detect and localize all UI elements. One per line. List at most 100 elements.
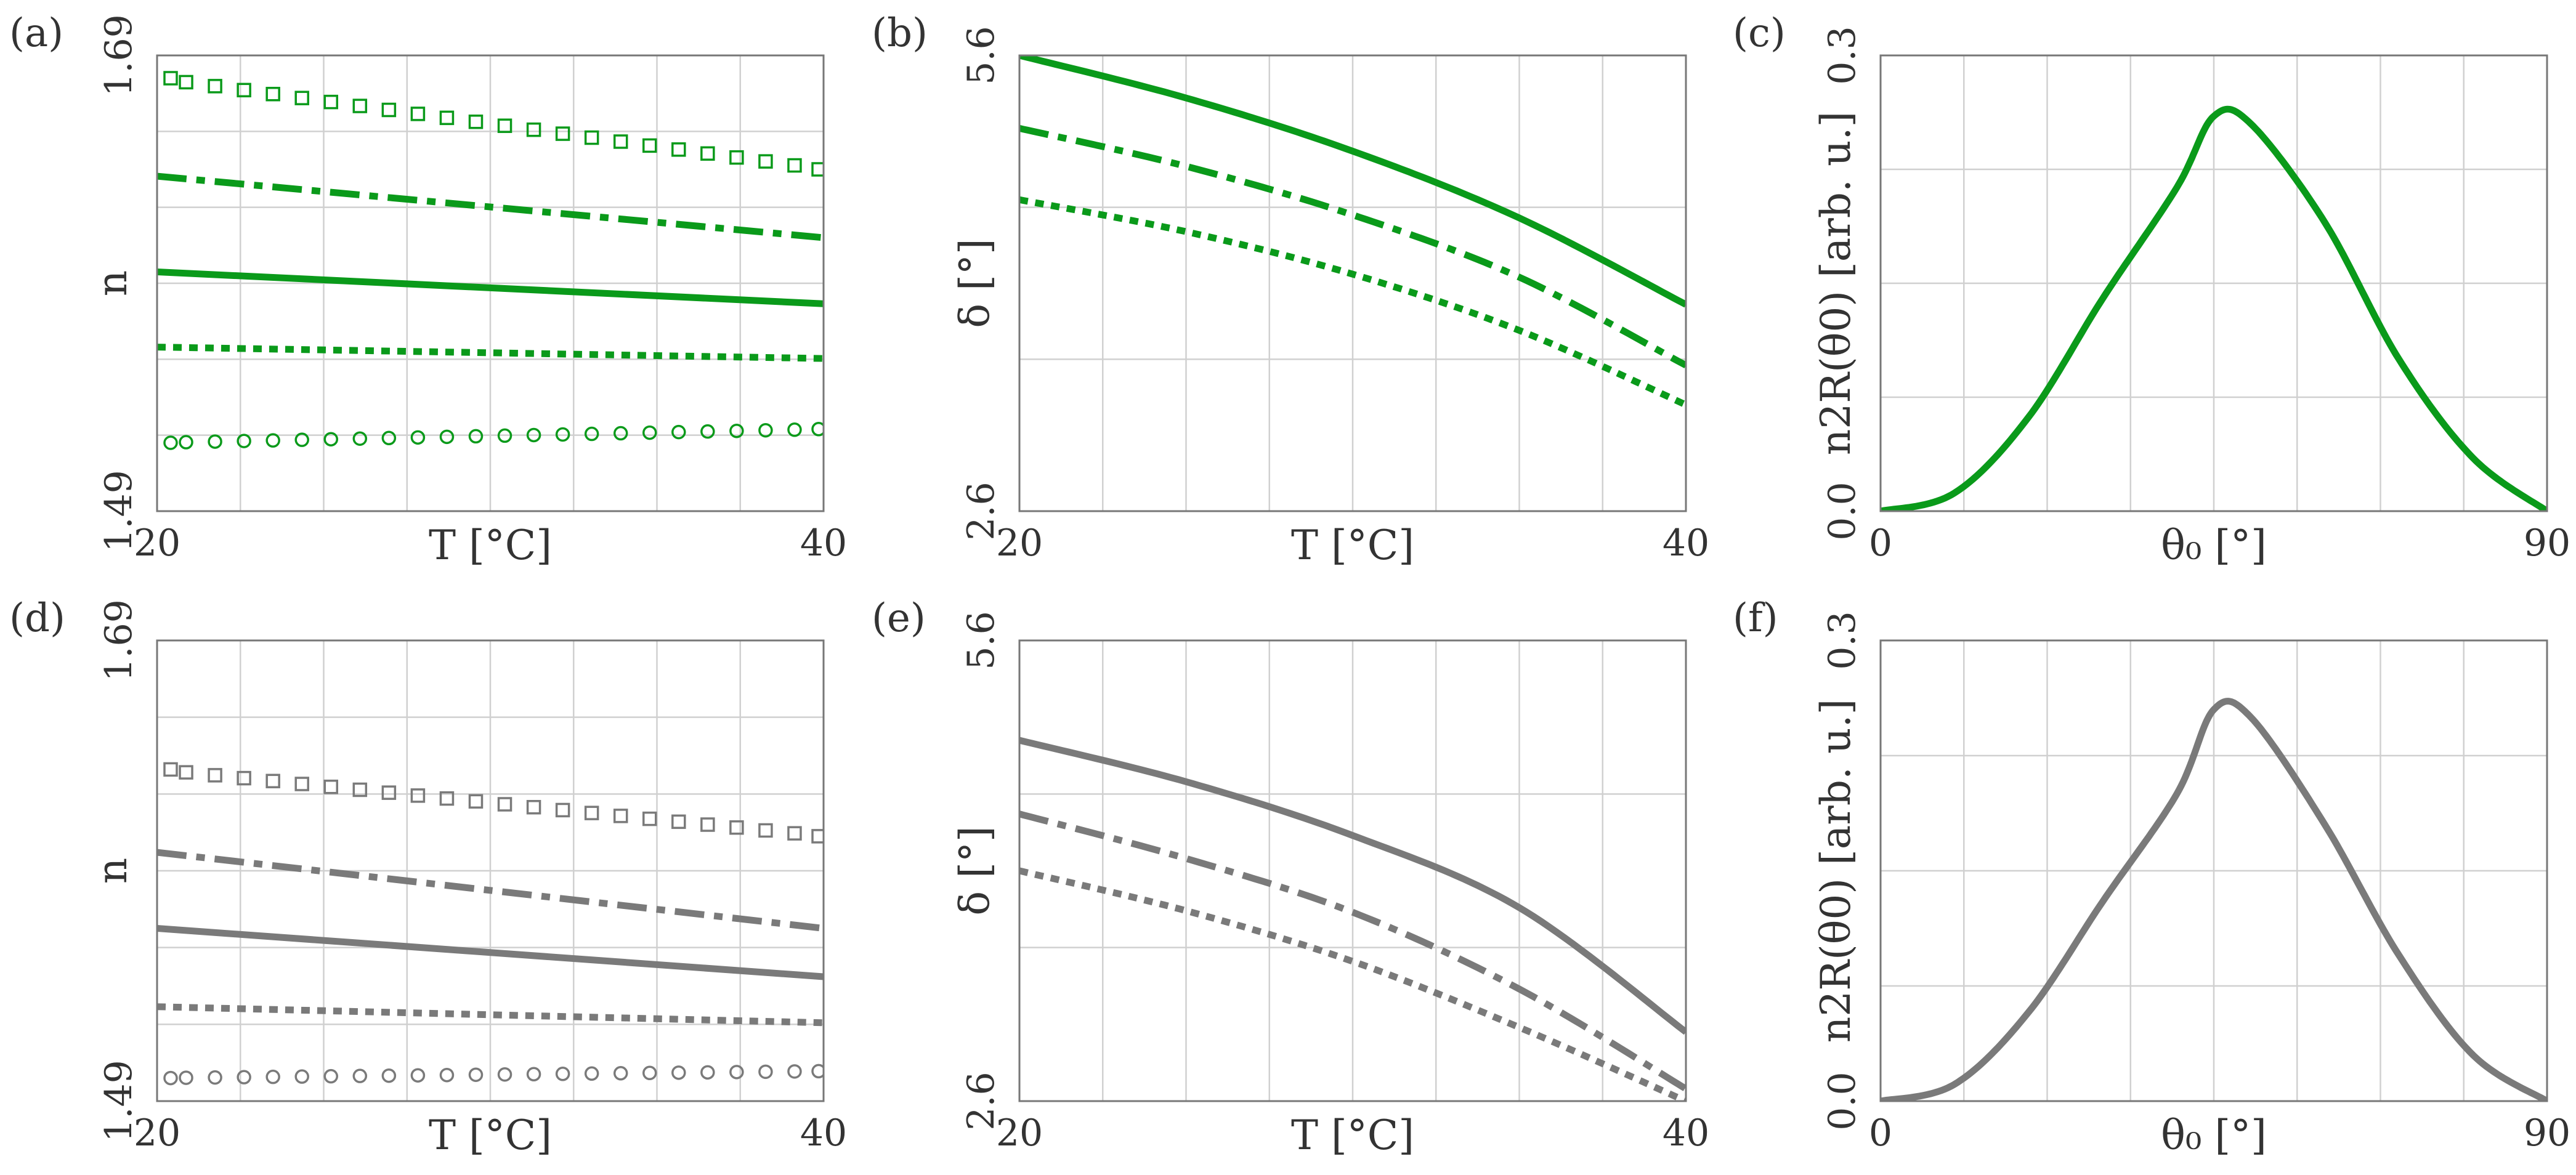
square-marker [410, 788, 426, 803]
square-marker [729, 150, 744, 165]
y-tick-label: 0.0 [1821, 1072, 1864, 1130]
circle-marker [352, 431, 368, 446]
square-marker [613, 809, 628, 823]
x-axis-label: θ₀ [°] [2161, 1112, 2267, 1159]
square-marker [555, 802, 570, 818]
series-line-solid [1881, 698, 2547, 1101]
square-marker [381, 102, 397, 118]
x-axis-label: T [°C] [429, 522, 552, 569]
y-tick-label: 1.49 [97, 470, 140, 552]
chart-panel-a: (a) 20 40 1.49 1.69 T [°C] n [9, 10, 847, 569]
series-line-dash-dot [157, 172, 824, 241]
x-tick-label: 20 [996, 1112, 1043, 1155]
square-marker [163, 71, 178, 86]
x-tick-label: 20 [996, 522, 1043, 565]
y-tick-label: 2.6 [960, 1072, 1003, 1130]
series-square-markers [163, 71, 824, 177]
circle-marker [671, 424, 686, 440]
y-tick-label: 1.49 [97, 1060, 140, 1142]
chart-panel-b: (b) 20 40 2.6 5.6 T [°C] δ [°] [872, 10, 1709, 569]
square-marker [163, 762, 178, 777]
panel-label: (d) [9, 596, 65, 641]
circle-marker [787, 1064, 802, 1079]
circle-marker [381, 1068, 397, 1083]
x-tick-label: 40 [800, 1112, 847, 1155]
square-marker [468, 794, 484, 809]
circle-marker [555, 427, 570, 442]
panel-label: (b) [872, 10, 928, 56]
panel-label: (a) [9, 10, 63, 56]
square-marker [526, 799, 541, 815]
x-tick-label: 0 [1869, 522, 1892, 565]
square-marker [208, 79, 222, 94]
circle-marker [163, 1070, 178, 1086]
y-tick-label: 1.69 [97, 599, 140, 682]
square-marker [671, 814, 686, 830]
square-marker [811, 162, 824, 177]
x-axis-label: θ₀ [°] [2161, 522, 2267, 569]
square-marker [439, 791, 455, 806]
square-marker [352, 99, 368, 113]
circle-marker [237, 434, 251, 448]
circle-marker [758, 422, 773, 438]
square-marker [584, 130, 599, 145]
square-marker [700, 146, 715, 161]
circle-marker [700, 1065, 715, 1080]
x-axis-label: T [°C] [429, 1112, 552, 1159]
square-marker [787, 826, 802, 841]
circle-marker [265, 433, 280, 448]
circle-marker [584, 1066, 599, 1081]
circle-marker [613, 426, 628, 441]
circle-marker [352, 1068, 368, 1083]
square-marker [208, 768, 222, 783]
y-tick-label: 0.3 [1821, 26, 1864, 84]
square-marker [642, 811, 657, 826]
panel-label: (e) [872, 596, 926, 641]
square-marker [294, 91, 309, 105]
circle-marker [555, 1067, 570, 1081]
circle-marker [729, 1065, 744, 1080]
x-tick-label: 90 [2524, 1112, 2570, 1155]
chart-panel-f: (f) 0 90 0.0 0.3 θ₀ [°] n2R(θ0) [arb. u.] [1733, 596, 2570, 1159]
panel-label: (f) [1733, 596, 1778, 641]
y-tick-label: 0.0 [1821, 482, 1864, 540]
y-tick-label: 5.6 [960, 26, 1003, 84]
circle-marker [439, 1067, 455, 1083]
circle-marker [179, 435, 193, 450]
series-line-dotted [1019, 196, 1686, 408]
square-marker [497, 118, 512, 133]
plot-frame [156, 54, 825, 512]
square-marker [237, 770, 251, 786]
square-marker [323, 779, 339, 794]
square-marker [497, 797, 512, 812]
square-marker [323, 94, 339, 110]
series-circle-markers [163, 422, 824, 450]
square-marker [265, 773, 280, 789]
series-line-solid [157, 269, 824, 307]
plot-frame [1879, 639, 2548, 1102]
square-marker [729, 820, 744, 835]
square-marker [352, 782, 368, 797]
chart-panel-c: (c) 0 90 0.0 0.3 θ₀ [°] n2R(θ0) [arb. u.] [1733, 10, 2570, 569]
square-marker [381, 785, 397, 800]
plot-frame [1879, 54, 2548, 512]
circle-marker [787, 422, 802, 437]
y-tick-label: 2.6 [960, 482, 1003, 540]
x-axis-label: T [°C] [1291, 1112, 1414, 1159]
square-marker [642, 138, 657, 153]
circle-marker [468, 429, 484, 444]
y-axis-label: n2R(θ0) [arb. u.] [1812, 111, 1860, 456]
circle-marker [323, 1068, 339, 1084]
circle-marker [237, 1070, 251, 1084]
plot-frame [1018, 54, 1687, 512]
circle-marker [208, 1070, 222, 1085]
square-marker [179, 765, 193, 780]
circle-marker [294, 1069, 309, 1084]
x-tick-label: 90 [2524, 522, 2570, 565]
series-line-solid [157, 925, 824, 980]
circle-marker [294, 432, 309, 447]
square-marker [265, 86, 280, 102]
square-marker [700, 817, 715, 832]
circle-marker [410, 1068, 426, 1083]
circle-marker [265, 1069, 280, 1084]
